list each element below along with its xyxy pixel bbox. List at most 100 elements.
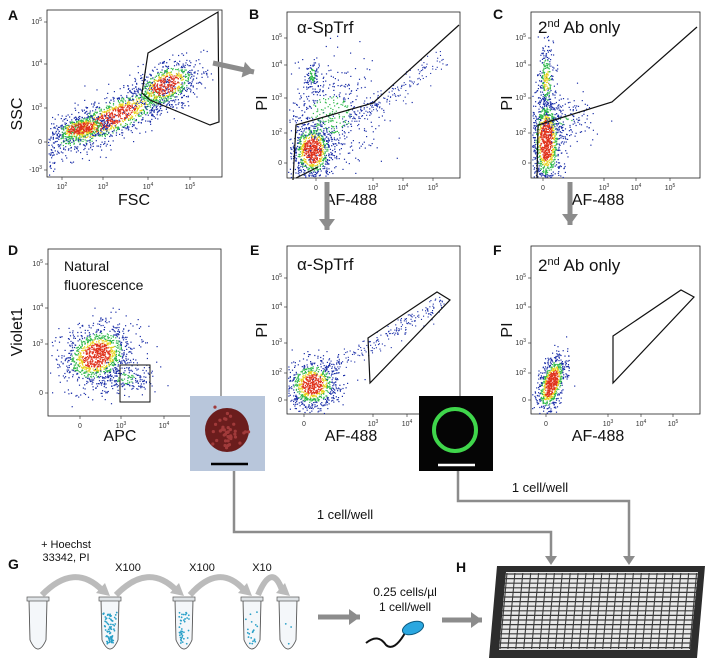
x-tick-label: 102 xyxy=(57,182,68,191)
green-cell xyxy=(432,407,478,453)
y-tick-label: 105 xyxy=(31,17,42,26)
y-tick-label: 104 xyxy=(271,302,282,311)
y-tick-label: 104 xyxy=(271,60,282,69)
arrow-to-plate xyxy=(442,612,482,628)
tube-3 xyxy=(172,596,196,650)
arrow-c-to-f xyxy=(562,182,578,225)
y-axis-label: PI xyxy=(499,95,516,110)
y-tick-label: 105 xyxy=(515,33,526,42)
pipette-bulb xyxy=(401,620,425,636)
tube-cap xyxy=(172,596,196,602)
x-tick-label: 105 xyxy=(668,419,679,428)
panel-d xyxy=(45,248,222,419)
tube-5 xyxy=(276,596,300,650)
x-tick-label: 103 xyxy=(368,419,379,428)
x-tick-label: 0 xyxy=(314,185,318,192)
tube-body xyxy=(28,599,48,650)
y-tick-label: 105 xyxy=(32,259,43,268)
panel-title: α-SpTrf xyxy=(297,255,354,274)
curve-head xyxy=(238,583,252,596)
x-tick-label: 104 xyxy=(402,419,413,428)
gate-line xyxy=(292,24,460,181)
tube-1 xyxy=(26,596,50,650)
y-tick-label: 103 xyxy=(271,338,282,347)
y-tick-label: 102 xyxy=(271,368,282,377)
per-well-label: 1 cell/well xyxy=(379,600,431,614)
tube-cap xyxy=(98,596,122,602)
curve-head xyxy=(96,583,110,596)
panel-c: 2nd Ab only xyxy=(528,11,701,181)
plot-frame xyxy=(286,245,461,415)
y-tick-label: 102 xyxy=(271,128,282,137)
y-tick-label: 103 xyxy=(271,93,282,102)
gate-line xyxy=(295,166,319,179)
panel-letter-g: G xyxy=(8,556,19,572)
stain-line1: + Hoechst xyxy=(41,539,91,551)
x-axis-label: APC xyxy=(104,428,137,445)
panel-letter-d: D xyxy=(8,242,18,258)
connector-left xyxy=(232,471,553,558)
curve-arrow-3 xyxy=(187,574,252,598)
x-tick-label: 103 xyxy=(599,183,610,192)
x-axis-label: AF-488 xyxy=(572,192,625,209)
tube-2 xyxy=(98,596,122,650)
y-axis-label: Violet1 xyxy=(9,308,26,357)
x-tick-label: 103 xyxy=(98,182,109,191)
curve-arrow-1 xyxy=(39,574,110,598)
curve-shaft xyxy=(187,574,247,598)
x-axis-label: FSC xyxy=(118,192,150,209)
plot-frame xyxy=(530,11,701,179)
y-tick-label: 104 xyxy=(31,59,42,68)
pipette-tube xyxy=(365,632,406,648)
arrow-head xyxy=(241,61,254,78)
y-tick-label: 102 xyxy=(515,368,526,377)
panel-title: 2nd Ab only xyxy=(538,18,621,37)
connector-right xyxy=(456,471,631,558)
panel-title-line2: fluorescence xyxy=(64,277,144,293)
well-plate xyxy=(489,566,705,658)
micrograph-red-cell xyxy=(190,396,265,471)
y-tick-label: 105 xyxy=(271,33,282,42)
x-axis-label: AF-488 xyxy=(325,192,378,209)
y-tick-label: 0 xyxy=(522,160,526,167)
micrograph-green-cell xyxy=(419,396,493,471)
arrow-head xyxy=(349,609,360,625)
y-tick-label: 103 xyxy=(515,93,526,102)
curve-head xyxy=(276,583,290,596)
panel-b: α-SpTrf xyxy=(284,11,461,181)
x-tick-label: 103 xyxy=(603,419,614,428)
concentration-label: 0.25 cells/µl xyxy=(373,585,437,599)
tube-cap xyxy=(240,596,264,602)
y-tick-label: 0 xyxy=(278,397,282,404)
y-tick-label: 0 xyxy=(38,139,42,146)
tube-cap xyxy=(26,596,50,602)
panel-letter-b: B xyxy=(249,6,259,22)
x-tick-label: 104 xyxy=(143,182,154,191)
y-axis-label: SSC xyxy=(9,98,26,131)
arrow-to-pipette xyxy=(318,609,360,625)
curve-arrow-2 xyxy=(113,574,184,598)
y-tick-label: 102 xyxy=(515,128,526,137)
panel-letter-c: C xyxy=(493,6,503,22)
dilution-label: X100 xyxy=(189,562,215,574)
y-tick-label: 0 xyxy=(522,397,526,404)
gate-line xyxy=(536,26,698,179)
gate-polygon xyxy=(141,10,220,126)
y-tick-label: -103 xyxy=(29,165,42,174)
x-tick-label: 105 xyxy=(428,183,439,192)
x-tick-label: 103 xyxy=(116,421,127,430)
label-one-cell-right: 1 cell/well xyxy=(512,480,568,495)
panel-a xyxy=(44,9,223,180)
plot-frame xyxy=(286,11,461,179)
y-axis-label: PI xyxy=(499,322,516,337)
y-tick-label: 0 xyxy=(39,390,43,397)
curve-arrow-4 xyxy=(255,574,290,597)
panel-title-line1: Natural xyxy=(64,258,109,274)
x-tick-label: 104 xyxy=(159,421,170,430)
panel-letter-a: A xyxy=(8,7,18,23)
y-axis-label: PI xyxy=(254,322,271,337)
plot-frame xyxy=(530,245,701,415)
panel-title: 2nd Ab only xyxy=(538,256,621,275)
x-tick-label: 103 xyxy=(368,183,379,192)
